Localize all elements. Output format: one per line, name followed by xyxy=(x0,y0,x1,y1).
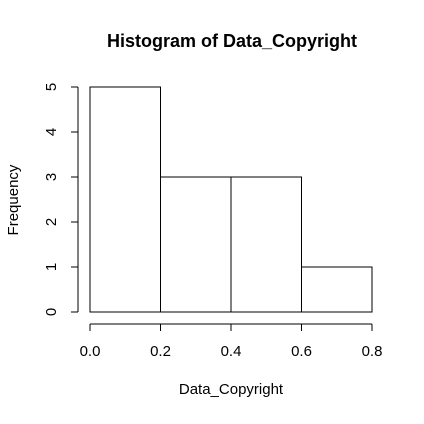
x-tick-label: 0.4 xyxy=(221,343,242,360)
histogram-bar-2 xyxy=(230,176,302,313)
x-axis-label: Data_Copyright xyxy=(179,381,284,398)
chart-title: Histogram of Data_Copyright xyxy=(107,31,357,51)
y-tick-label: 2 xyxy=(43,218,60,226)
y-tick-label: 4 xyxy=(43,128,60,136)
x-tick-label: 0.2 xyxy=(150,343,171,360)
y-axis: 0 1 2 3 4 5 xyxy=(43,83,79,316)
x-tick-label: 0.8 xyxy=(362,343,383,360)
histogram-bars xyxy=(89,86,373,313)
x-tick-label: 0.0 xyxy=(80,343,101,360)
y-tick-label: 3 xyxy=(43,173,60,181)
x-tick-label: 0.6 xyxy=(291,343,312,360)
y-tick-label: 5 xyxy=(43,83,60,91)
histogram-bar-0 xyxy=(89,86,161,313)
x-axis: 0.0 0.2 0.4 0.6 0.8 xyxy=(80,323,383,360)
y-axis-label: Frequency xyxy=(5,164,22,235)
histogram-bar-3 xyxy=(301,266,373,313)
y-tick-label: 0 xyxy=(43,308,60,316)
y-tick-label: 1 xyxy=(43,263,60,271)
histogram-bar-1 xyxy=(160,176,232,313)
